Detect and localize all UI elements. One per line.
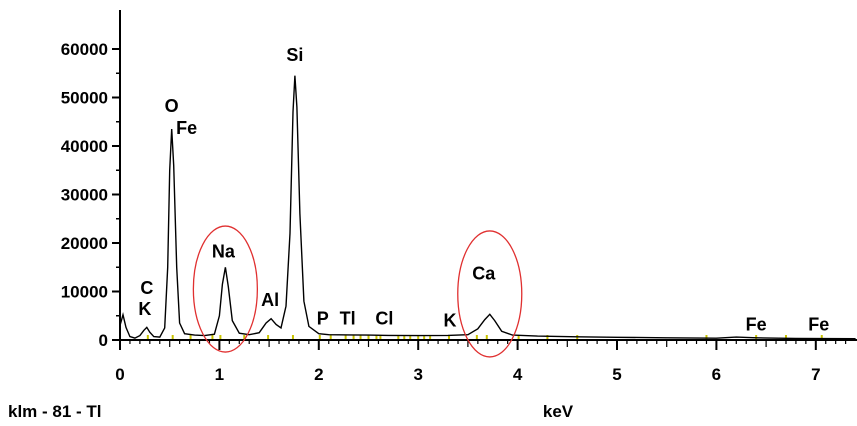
sample-label: klm - 81 - Tl (8, 402, 102, 421)
x-tick-label: 4 (513, 365, 523, 384)
element-label-fe: Fe (176, 118, 197, 138)
element-label-p: P (317, 308, 329, 328)
element-label-ca: Ca (472, 263, 496, 283)
y-tick-label: 40000 (61, 137, 108, 156)
element-marker (189, 335, 192, 339)
highlight-ellipse-ca (457, 230, 523, 358)
element-label-k: K (138, 299, 151, 319)
y-tick-label: 60000 (61, 40, 108, 59)
element-marker (344, 335, 347, 339)
highlight-ellipses (192, 225, 523, 358)
element-marker (705, 335, 708, 339)
element-marker (146, 335, 149, 339)
element-marker (429, 335, 432, 339)
x-tick-label: 3 (413, 365, 422, 384)
element-marker (352, 335, 355, 339)
element-marker (171, 335, 174, 339)
x-tick-label: 6 (712, 365, 721, 384)
y-tick-label: 30000 (61, 186, 108, 205)
element-marker (267, 335, 270, 339)
element-marker (379, 335, 382, 339)
x-tick-label: 7 (811, 365, 820, 384)
x-axis-label: keV (543, 402, 574, 421)
y-tick-label: 10000 (61, 283, 108, 302)
element-marker (517, 335, 520, 339)
element-marker (243, 335, 246, 339)
element-marker (409, 335, 412, 339)
element-marker (375, 335, 378, 339)
element-label-c: C (140, 278, 153, 298)
element-label-fe: Fe (808, 314, 829, 334)
element-label-na: Na (212, 242, 236, 262)
x-tick-label: 0 (115, 365, 124, 384)
element-marker (211, 335, 214, 339)
spectrum-line (119, 75, 856, 340)
element-marker (448, 335, 451, 339)
element-marker (475, 335, 478, 339)
y-tick-label: 0 (99, 331, 108, 350)
element-marker (820, 335, 823, 339)
x-tick-label: 1 (215, 365, 224, 384)
element-marker (359, 335, 362, 339)
element-marker (397, 335, 400, 339)
element-marker (755, 335, 758, 339)
element-marker (784, 335, 787, 339)
element-marker (546, 335, 549, 339)
element-marker (485, 335, 488, 339)
y-tick-label: 20000 (61, 234, 108, 253)
element-marker (329, 335, 332, 339)
y-tick-label: 50000 (61, 89, 108, 108)
element-marker (291, 335, 294, 339)
element-marker (318, 335, 321, 339)
element-label-k: K (444, 310, 457, 330)
element-label-fe: Fe (746, 314, 767, 334)
element-label-cl: Cl (375, 308, 393, 328)
highlight-ellipse-na (192, 225, 259, 353)
element-marker (219, 335, 222, 339)
element-label-si: Si (286, 45, 303, 65)
element-marker (403, 335, 406, 339)
element-marker (423, 335, 426, 339)
element-label-o: O (165, 96, 179, 116)
element-marker-group (146, 335, 823, 339)
x-tick-label: 5 (612, 365, 621, 384)
x-tick-label: 2 (314, 365, 323, 384)
axes: 0 10000 20000 30000 40000 50000 60000 0 1 2 3 4 5 6 7 (61, 10, 857, 384)
element-label-tl: Tl (340, 308, 356, 328)
element-marker (417, 335, 420, 339)
element-marker (367, 335, 370, 339)
element-label-al: Al (261, 290, 279, 310)
